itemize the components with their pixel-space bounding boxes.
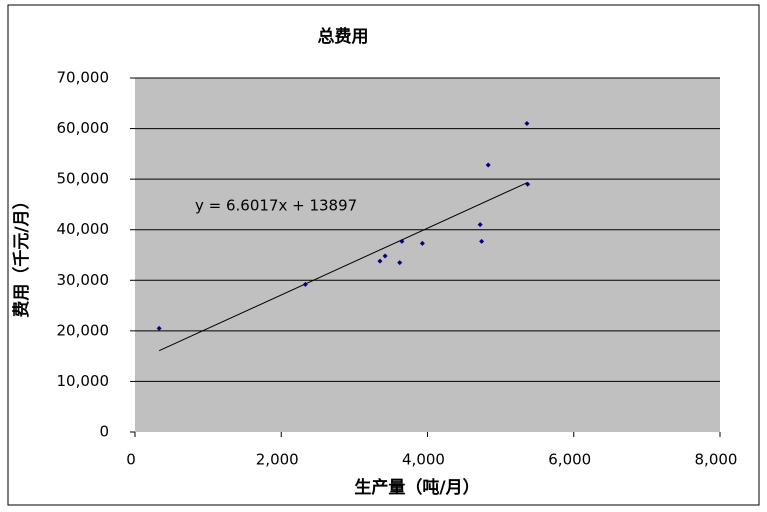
y-tick-label: 30,000 <box>57 271 110 289</box>
x-tick-label: 6,000 <box>548 451 591 469</box>
x-tick-label: 8,000 <box>695 451 738 469</box>
y-tick-label: 70,000 <box>57 69 110 87</box>
y-tick-label: 20,000 <box>57 321 110 339</box>
y-tick-label: 40,000 <box>57 220 110 238</box>
point <box>485 162 491 168</box>
y-tick-label: 60,000 <box>57 119 110 137</box>
point <box>525 181 531 187</box>
chart-title: 总费用 <box>318 26 369 47</box>
point <box>302 281 308 287</box>
y-tick-label: 10,000 <box>57 372 110 390</box>
point <box>477 222 483 228</box>
point <box>156 325 162 331</box>
x-axis-label: 生产量（吨/月） <box>354 477 479 498</box>
point <box>419 240 425 246</box>
point <box>397 260 403 266</box>
point <box>377 258 383 264</box>
x-tick-label: 4,000 <box>402 451 445 469</box>
plot-area <box>135 78 720 432</box>
trendline <box>158 181 528 352</box>
y-tick-label: 50,000 <box>57 170 110 188</box>
y-tick-label: 0 <box>99 423 109 441</box>
x-tick-label: 0 <box>126 451 136 469</box>
x-tick-label: 2,000 <box>256 451 299 469</box>
point <box>524 121 530 127</box>
trendline-label: y = 6.6017x + 13897 <box>195 197 357 215</box>
y-axis-label: 费用（千元/月） <box>11 192 32 317</box>
point <box>479 238 485 244</box>
point <box>382 253 388 259</box>
point <box>399 238 405 244</box>
